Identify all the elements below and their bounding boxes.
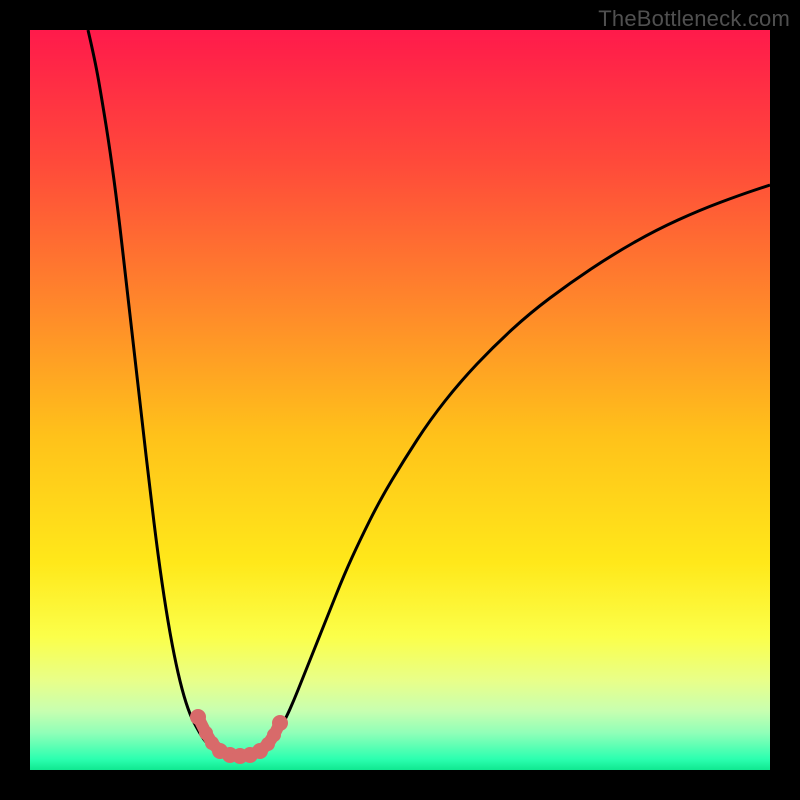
watermark-text: TheBottleneck.com <box>598 6 790 32</box>
trough-marker-dot <box>190 709 206 725</box>
bottleneck-chart <box>0 0 800 800</box>
trough-marker-dot <box>272 715 288 731</box>
